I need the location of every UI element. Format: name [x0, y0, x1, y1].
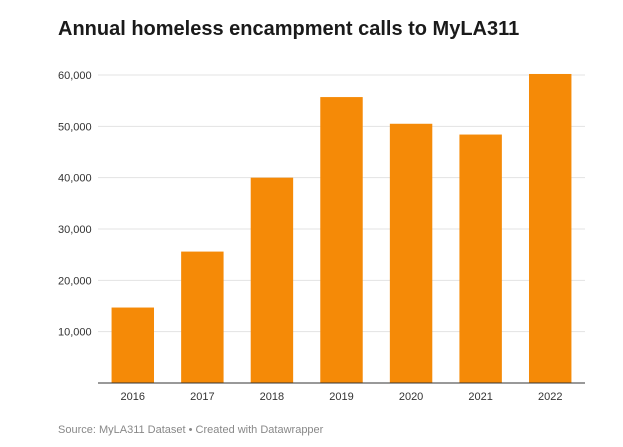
bars	[111, 73, 572, 384]
bar-2020	[389, 123, 433, 384]
x-tick-label: 2019	[329, 391, 353, 403]
y-tick-label: 50,000	[58, 121, 92, 133]
x-tick-label: 2016	[121, 391, 145, 403]
source-note: Source: MyLA311 Dataset • Created with D…	[58, 424, 324, 436]
bar-2017	[181, 251, 224, 383]
x-tick-label: 2020	[399, 391, 423, 403]
y-tick-label: 40,000	[58, 173, 92, 185]
chart-title: Annual homeless encampment calls to MyLA…	[58, 18, 520, 40]
x-tick-label: 2022	[538, 391, 562, 403]
y-axis-ticks: 10,000 20,000 30,000 40,000 50,000 60,000	[58, 70, 92, 339]
y-tick-label: 20,000	[58, 275, 92, 287]
y-tick-label: 30,000	[58, 224, 92, 236]
x-tick-label: 2018	[260, 391, 284, 403]
x-axis-ticks: 2016 2017 2018 2019 2020 2021 2022	[121, 391, 563, 403]
bar-2022	[528, 73, 572, 384]
x-tick-label: 2017	[190, 391, 214, 403]
y-tick-label: 10,000	[58, 327, 92, 339]
bar-2021	[459, 134, 502, 383]
y-tick-label: 60,000	[58, 70, 92, 82]
bar-2018	[250, 177, 294, 383]
bar-2019	[320, 97, 363, 383]
bar-2016	[111, 307, 155, 383]
x-tick-label: 2021	[468, 391, 492, 403]
